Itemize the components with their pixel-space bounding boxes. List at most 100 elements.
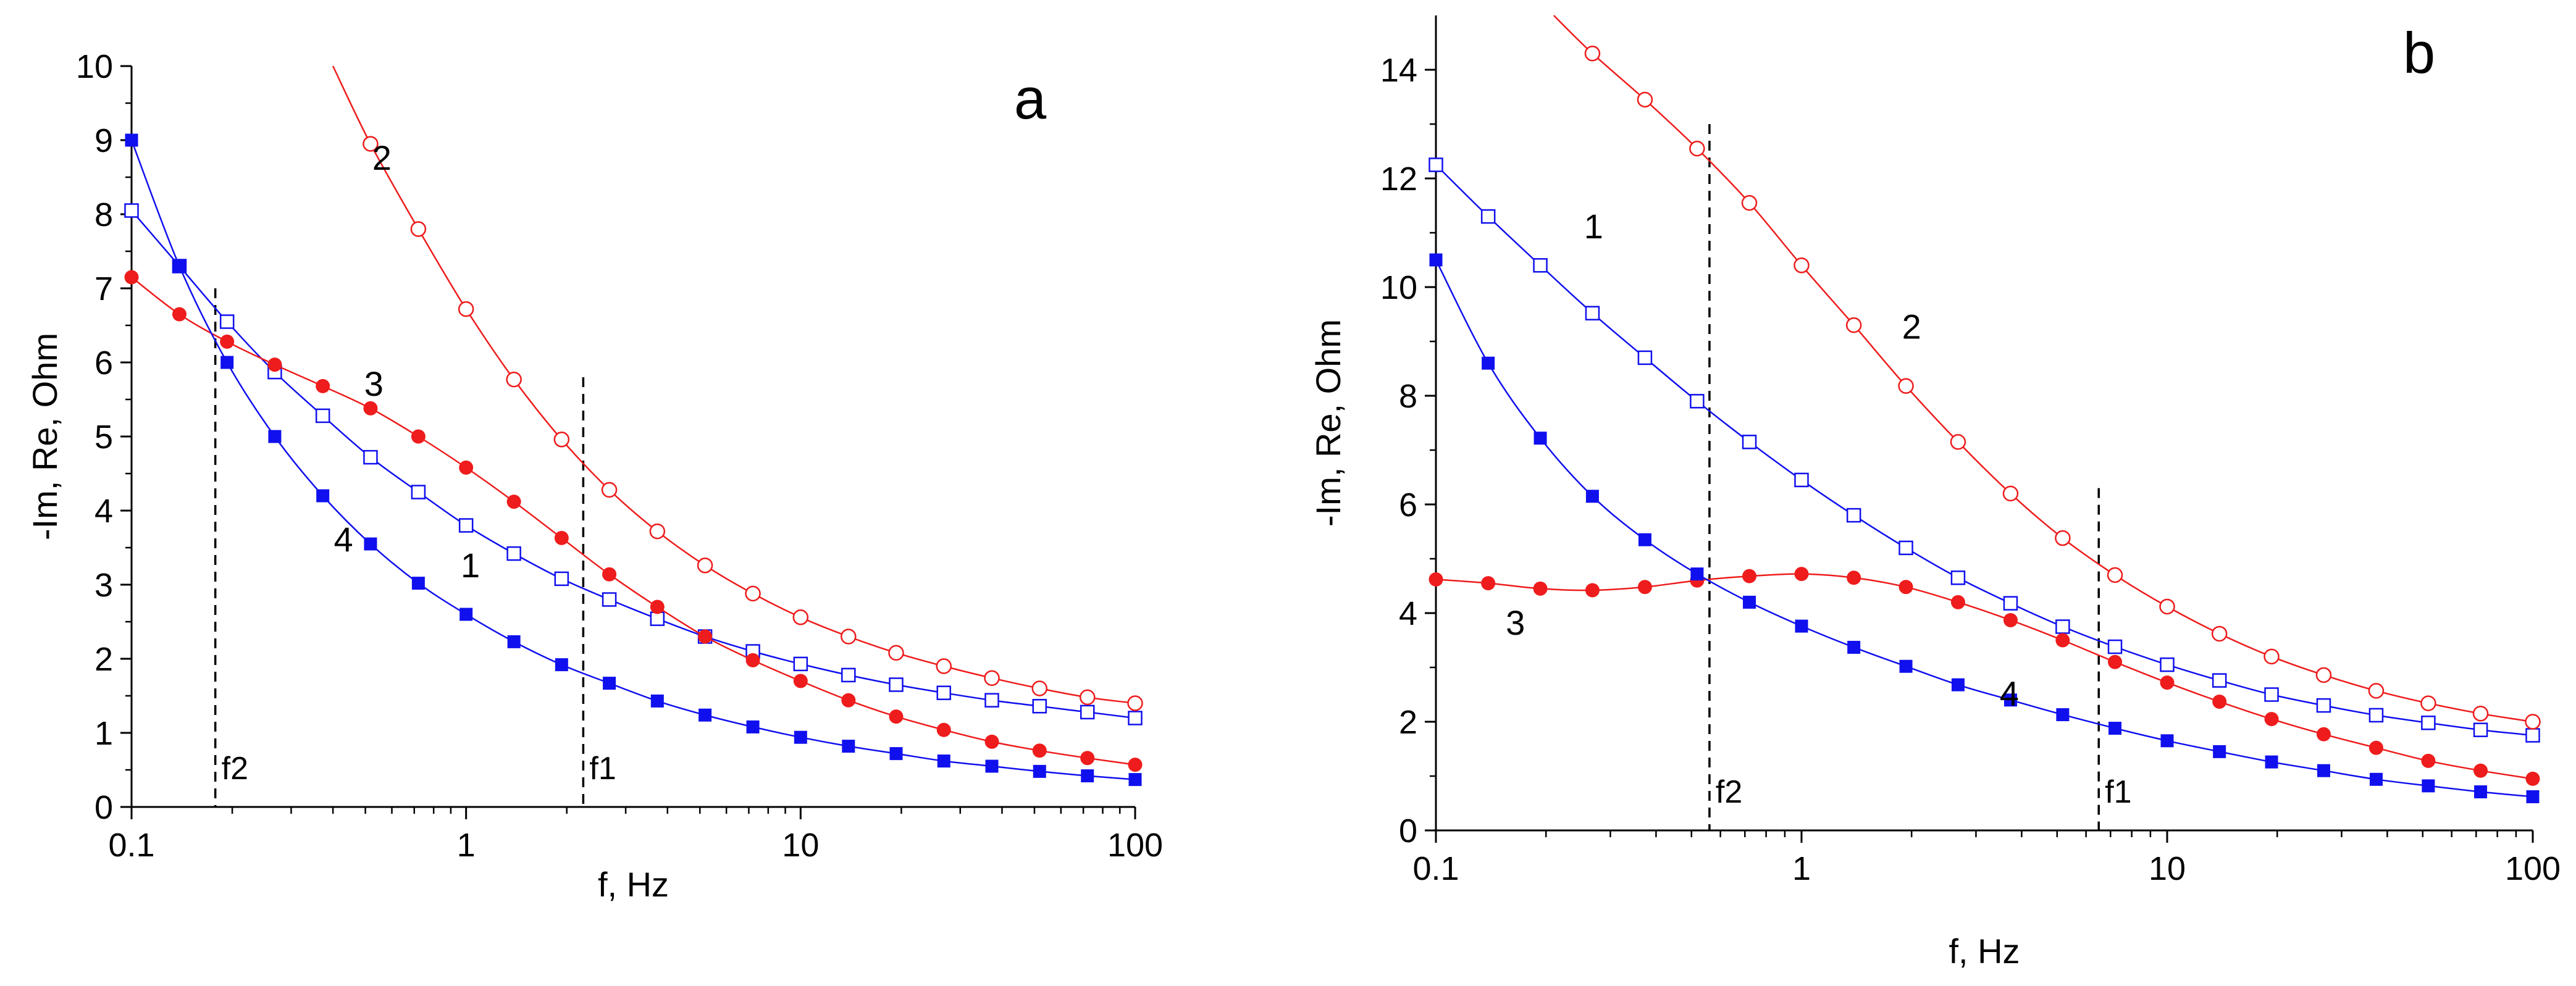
x-tick-label: 100	[1107, 827, 1163, 864]
data-point	[363, 401, 378, 416]
data-point	[792, 609, 809, 625]
data-point	[2160, 657, 2175, 672]
data-point	[2108, 654, 2123, 669]
data-point	[699, 708, 712, 722]
y-tick-label: 8	[94, 196, 113, 233]
data-point	[2316, 727, 2331, 742]
data-point	[2056, 708, 2070, 722]
x-axis-title: f, Hz	[1949, 932, 2020, 971]
data-point	[841, 693, 856, 708]
y-tick-label: 4	[94, 493, 113, 530]
data-point	[1950, 595, 1965, 609]
data-point	[1585, 490, 1599, 503]
freq-marker-label: f2	[1716, 774, 1742, 810]
y-tick-label: 14	[1380, 52, 1417, 89]
data-point	[2315, 667, 2332, 683]
y-tick-label: 0	[1399, 813, 1417, 850]
curve-label-1: 1	[461, 546, 480, 585]
data-point	[888, 645, 904, 661]
data-point	[1898, 580, 1913, 595]
data-point	[984, 670, 1000, 686]
series-line-4	[1435, 259, 2533, 798]
data-point	[2525, 771, 2540, 786]
data-point	[506, 546, 521, 561]
data-point	[2369, 772, 2383, 786]
data-point	[219, 314, 235, 329]
data-point	[889, 677, 904, 692]
data-point	[2526, 790, 2540, 803]
data-point	[2211, 625, 2228, 642]
data-point	[602, 567, 617, 582]
data-point	[1128, 758, 1143, 772]
data-point	[1480, 209, 1496, 224]
series-line-3	[1435, 573, 2533, 780]
data-point	[1429, 572, 1443, 587]
data-point	[698, 629, 713, 644]
data-point	[841, 629, 857, 645]
x-tick-label: 100	[2505, 850, 2561, 887]
data-point	[697, 558, 713, 574]
series-line-2	[332, 65, 1136, 704]
data-point	[841, 667, 856, 683]
data-point	[2107, 567, 2123, 583]
data-point	[506, 495, 521, 509]
series-line-3	[131, 277, 1136, 766]
data-point	[2317, 764, 2330, 777]
y-tick-label: 4	[1399, 595, 1417, 632]
data-point	[2263, 648, 2280, 665]
data-point	[936, 658, 952, 674]
data-point	[1533, 258, 1548, 273]
data-point	[2474, 785, 2488, 799]
data-point	[267, 357, 282, 372]
data-point	[507, 635, 521, 648]
curve-label-1: 1	[1584, 207, 1603, 246]
y-tick-label: 10	[1380, 269, 1417, 306]
data-point	[2003, 612, 2018, 627]
data-point	[1429, 157, 1443, 172]
data-point	[2368, 683, 2385, 699]
x-tick-label: 0.1	[108, 827, 154, 864]
data-point	[220, 356, 234, 369]
data-point	[1081, 769, 1094, 783]
freq-marker-label: f2	[222, 751, 248, 787]
data-point	[1637, 91, 1653, 108]
data-point	[364, 537, 377, 551]
data-point	[411, 485, 426, 499]
data-point	[1429, 253, 1443, 267]
data-point	[1950, 434, 1966, 450]
data-point	[1846, 508, 1861, 523]
panel-letter: a	[1014, 66, 1047, 131]
data-point	[1585, 306, 1600, 320]
data-point	[936, 722, 951, 737]
data-point	[2421, 716, 2436, 730]
data-point	[1585, 583, 1600, 598]
data-point	[2472, 706, 2489, 722]
data-point	[1127, 695, 1143, 711]
data-point	[268, 430, 282, 443]
data-point	[1080, 704, 1095, 720]
data-point	[649, 523, 666, 540]
x-axis-title: f, Hz	[598, 865, 669, 904]
series-line-1	[131, 210, 1136, 719]
data-point	[1794, 567, 1809, 582]
curve-label-4: 4	[2000, 674, 2019, 713]
data-point	[1898, 540, 1913, 556]
data-point	[745, 585, 761, 602]
data-point	[745, 653, 760, 667]
data-point	[172, 259, 186, 273]
data-point	[1033, 764, 1046, 778]
data-point	[2420, 695, 2436, 711]
data-point	[124, 203, 139, 218]
data-point	[2108, 722, 2122, 735]
data-point	[1794, 257, 1810, 274]
data-point	[650, 600, 665, 614]
data-point	[793, 656, 808, 672]
data-point	[603, 677, 616, 690]
x-tick-label: 10	[782, 827, 819, 864]
data-point	[1638, 533, 1651, 546]
data-point	[1128, 711, 1143, 725]
data-point	[1481, 576, 1496, 591]
data-point	[1742, 569, 1757, 583]
data-point	[1690, 394, 1705, 409]
data-point	[1080, 751, 1095, 766]
